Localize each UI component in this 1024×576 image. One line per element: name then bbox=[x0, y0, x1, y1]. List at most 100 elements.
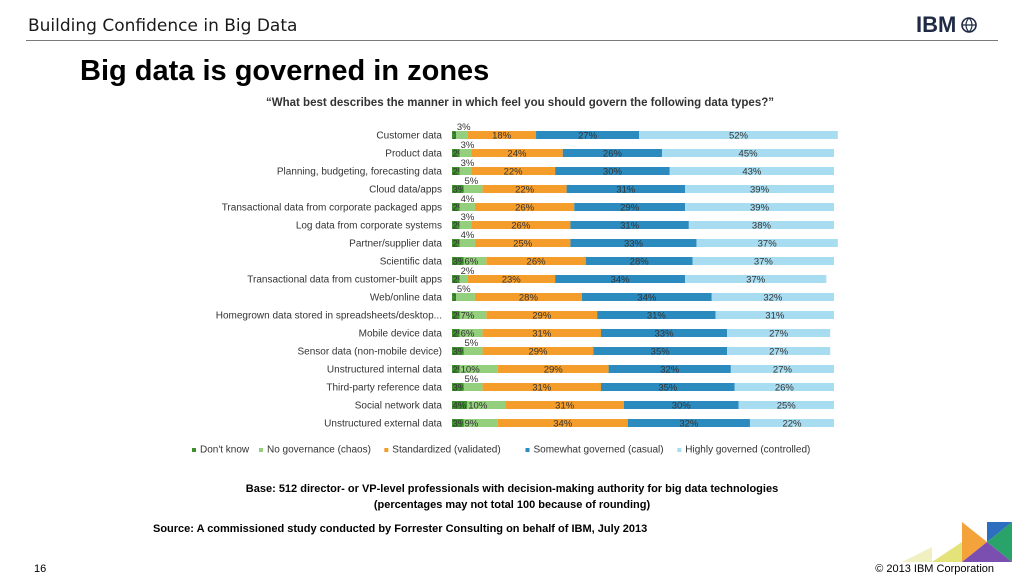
bar-segment bbox=[463, 419, 498, 427]
bar-segment bbox=[463, 347, 483, 355]
bar-segment bbox=[463, 185, 483, 193]
data-label: 4% bbox=[461, 194, 475, 205]
bar-segment bbox=[730, 365, 834, 373]
bar-segment bbox=[570, 239, 697, 247]
bar-segment bbox=[452, 383, 464, 391]
category-label: Cloud data/apps bbox=[369, 185, 442, 196]
bar-segment bbox=[459, 239, 475, 247]
bar-segment bbox=[463, 383, 483, 391]
data-label: 43% bbox=[742, 167, 762, 178]
page-number: 16 bbox=[34, 563, 47, 575]
bar-segment bbox=[467, 401, 506, 409]
data-label: 3% bbox=[461, 212, 475, 223]
category-label: Scientific data bbox=[380, 257, 443, 268]
bar-segment bbox=[452, 275, 460, 283]
data-label: 5% bbox=[464, 176, 478, 187]
bar-segment bbox=[581, 293, 712, 301]
data-label: 52% bbox=[729, 131, 749, 142]
bar-segment bbox=[471, 167, 556, 175]
bar-segment bbox=[452, 401, 468, 409]
bar-segment bbox=[452, 131, 456, 139]
category-label: Social network data bbox=[355, 401, 443, 412]
data-label: 2% bbox=[461, 266, 475, 277]
bar-segment bbox=[734, 383, 834, 391]
bar-segment bbox=[685, 203, 834, 211]
bar-segment bbox=[711, 293, 834, 301]
slide-title: Big data is governed in zones bbox=[80, 55, 490, 87]
data-label: 27% bbox=[578, 131, 598, 142]
category-label: Log data from corporate systems bbox=[296, 221, 442, 232]
bar-segment bbox=[471, 149, 563, 157]
data-label: 33% bbox=[624, 239, 644, 250]
data-label: 25% bbox=[777, 401, 797, 412]
bar-segment bbox=[600, 329, 728, 337]
data-label: 28% bbox=[519, 293, 539, 304]
bar-segment bbox=[555, 275, 686, 283]
bar-segment bbox=[662, 149, 834, 157]
bar-segment bbox=[471, 221, 571, 229]
bar-segment bbox=[669, 167, 834, 175]
data-label: 10% bbox=[468, 401, 488, 412]
data-label: 31% bbox=[647, 311, 667, 322]
data-label: 27% bbox=[773, 365, 793, 376]
data-label: 23% bbox=[502, 275, 522, 286]
data-label: 25% bbox=[513, 239, 533, 250]
data-label: 28% bbox=[630, 257, 650, 268]
bar-segment bbox=[482, 383, 601, 391]
legend-entry: Standardized (validated) bbox=[392, 445, 500, 456]
ibm-logo-text: IBM bbox=[916, 12, 957, 38]
data-label: 34% bbox=[637, 293, 657, 304]
category-label: Sensor data (non-mobile device) bbox=[297, 347, 442, 358]
bar-segment bbox=[585, 257, 693, 265]
bar-segment bbox=[536, 131, 640, 139]
bar-segment bbox=[452, 365, 460, 373]
data-label: 22% bbox=[504, 167, 524, 178]
data-label: 27% bbox=[769, 347, 789, 358]
bar-segment bbox=[452, 257, 464, 265]
legend-swatch bbox=[525, 448, 530, 452]
legend-entry: Don't know bbox=[200, 445, 250, 456]
data-label: 26% bbox=[603, 149, 623, 160]
bar-segment bbox=[467, 131, 537, 139]
data-label: 31% bbox=[765, 311, 785, 322]
bar-segment bbox=[685, 275, 827, 283]
bar-segment bbox=[692, 257, 834, 265]
data-label: 38% bbox=[752, 221, 772, 232]
data-label: 31% bbox=[532, 383, 552, 394]
bar-segment bbox=[715, 311, 834, 319]
data-label: 37% bbox=[758, 239, 778, 250]
bar-segment bbox=[555, 167, 670, 175]
bar-segment bbox=[474, 293, 582, 301]
data-label: 24% bbox=[507, 149, 527, 160]
bar-segment bbox=[459, 329, 483, 337]
data-label: 10% bbox=[461, 365, 481, 376]
globe-icon bbox=[961, 17, 978, 33]
data-label: 29% bbox=[620, 203, 640, 214]
category-label: Web/online data bbox=[370, 293, 443, 304]
data-label: 26% bbox=[527, 257, 547, 268]
data-label: 18% bbox=[492, 131, 512, 142]
bar-segment bbox=[452, 311, 460, 319]
source-note: Source: A commissioned study conducted b… bbox=[153, 523, 648, 535]
bar-segment bbox=[463, 257, 487, 265]
data-label: 3% bbox=[453, 347, 467, 358]
data-label: 37% bbox=[754, 257, 774, 268]
copyright: © 2013 IBM Corporation bbox=[875, 563, 994, 575]
data-label: 32% bbox=[679, 419, 699, 430]
bar-segment bbox=[452, 185, 464, 193]
bar-segment bbox=[459, 203, 475, 211]
category-label: Transactional data from corporate packag… bbox=[222, 203, 442, 214]
bar-segment bbox=[486, 311, 598, 319]
bar-segment bbox=[459, 311, 487, 319]
bar-segment bbox=[727, 329, 831, 337]
data-label: 3% bbox=[453, 419, 467, 430]
bar-segment bbox=[455, 293, 475, 301]
category-label: Planning, budgeting, forecasting data bbox=[277, 167, 443, 178]
decorative-triangles bbox=[902, 522, 1012, 562]
bar-segment bbox=[459, 167, 472, 175]
category-label: Partner/supplier data bbox=[349, 239, 442, 250]
bar-segment bbox=[749, 419, 834, 427]
stacked-bar-chart: “What best describes the manner in which… bbox=[192, 97, 838, 456]
bar-segment bbox=[452, 347, 464, 355]
bar-segment bbox=[597, 311, 716, 319]
